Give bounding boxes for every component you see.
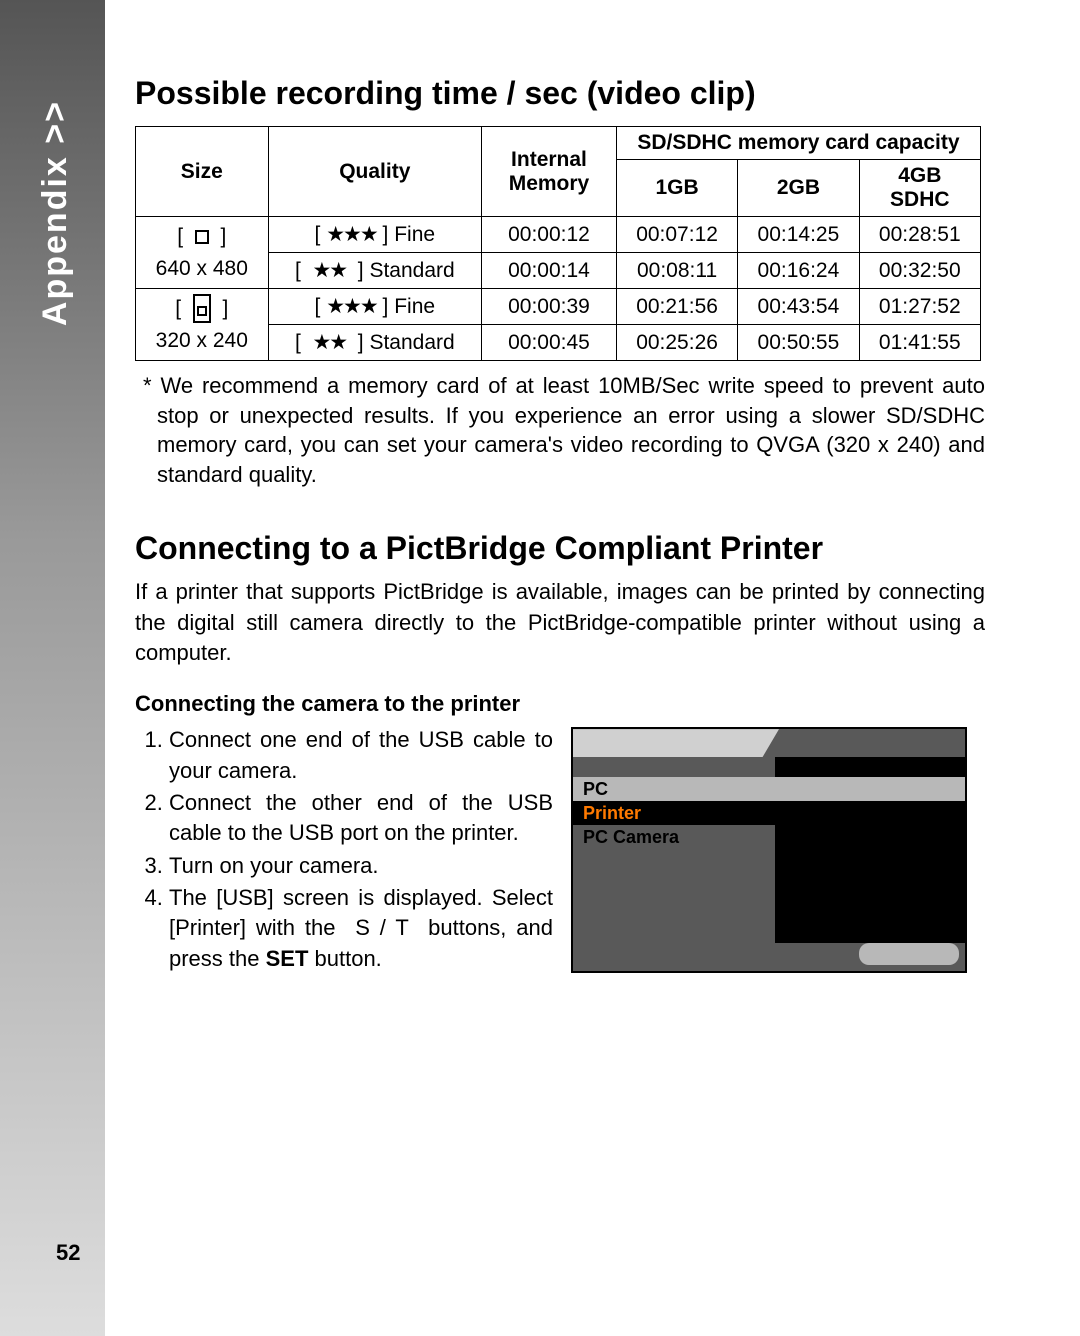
cell: 00:08:11 bbox=[616, 253, 737, 289]
connecting-subhead: Connecting the camera to the printer bbox=[135, 691, 1005, 717]
cell: 00:21:56 bbox=[616, 289, 737, 325]
cell: 00:25:26 bbox=[616, 325, 737, 361]
cell: 00:00:45 bbox=[482, 325, 617, 361]
pictbridge-title: Connecting to a PictBridge Compliant Pri… bbox=[135, 530, 1005, 567]
cell: 01:41:55 bbox=[859, 325, 980, 361]
size-label: 320 x 240 bbox=[156, 329, 248, 352]
size-label: 640 x 480 bbox=[156, 257, 248, 280]
table-row: [ ] 640 x 480 [ ★★★ ] Fine 00:00:12 00:0… bbox=[136, 217, 981, 253]
th-capacity-group: SD/SDHC memory card capacity bbox=[616, 127, 980, 160]
list-item: The [USB] screen is displayed. Select [P… bbox=[169, 883, 553, 974]
quality-cell: [ ★★★ ] Fine bbox=[268, 217, 481, 253]
stars-icon: ★★★ bbox=[326, 223, 376, 246]
cell: 00:00:12 bbox=[482, 217, 617, 253]
th-size: Size bbox=[136, 127, 269, 217]
quality-cell: [ ★★ ] Standard bbox=[268, 325, 481, 361]
size-cell-640: [ ] 640 x 480 bbox=[136, 217, 269, 289]
th-quality: Quality bbox=[268, 127, 481, 217]
lcd-menu-pccamera: PC Camera bbox=[573, 825, 965, 849]
resolution-icon bbox=[195, 230, 209, 244]
lcd-menu-pc: PC bbox=[573, 777, 965, 801]
stars-icon: ★★ bbox=[312, 259, 346, 282]
page-content: Possible recording time / sec (video cli… bbox=[135, 75, 1005, 976]
recording-table: Size Quality Internal Memory SD/SDHC mem… bbox=[135, 126, 981, 361]
recording-footnote: * We recommend a memory card of at least… bbox=[135, 371, 985, 490]
recording-title: Possible recording time / sec (video cli… bbox=[135, 75, 1005, 112]
cell: 00:28:51 bbox=[859, 217, 980, 253]
cell: 00:00:14 bbox=[482, 253, 617, 289]
cell: 00:00:39 bbox=[482, 289, 617, 325]
lcd-title-bar bbox=[573, 729, 779, 757]
th-internal: Internal Memory bbox=[482, 127, 617, 217]
cell: 00:43:54 bbox=[738, 289, 859, 325]
lcd-footer-pill bbox=[859, 943, 959, 965]
steps-column: Connect one end of the USB cable to your… bbox=[135, 725, 553, 976]
list-item: Connect the other end of the USB cable t… bbox=[169, 788, 553, 849]
quality-label: Fine bbox=[394, 295, 435, 318]
cell: 00:50:55 bbox=[738, 325, 859, 361]
cell: 00:07:12 bbox=[616, 217, 737, 253]
screen-column: PC Printer PC Camera bbox=[571, 725, 971, 976]
table-header-row: Size Quality Internal Memory SD/SDHC mem… bbox=[136, 127, 981, 160]
th-2gb: 2GB bbox=[738, 160, 859, 217]
cell: 01:27:52 bbox=[859, 289, 980, 325]
lcd-screenshot: PC Printer PC Camera bbox=[571, 727, 967, 973]
appendix-tab-label: Appendix >> bbox=[36, 100, 75, 326]
table-row: [ ] 320 x 240 [ ★★★ ] Fine 00:00:39 00:2… bbox=[136, 289, 981, 325]
th-4gb: 4GB SDHC bbox=[859, 160, 980, 217]
th-1gb: 1GB bbox=[616, 160, 737, 217]
steps-list: Connect one end of the USB cable to your… bbox=[135, 725, 553, 974]
quality-label: Standard bbox=[369, 331, 454, 354]
quality-label: Standard bbox=[369, 259, 454, 282]
list-item: Connect one end of the USB cable to your… bbox=[169, 725, 553, 786]
quality-cell: [ ★★★ ] Fine bbox=[268, 289, 481, 325]
cell: 00:16:24 bbox=[738, 253, 859, 289]
stars-icon: ★★★ bbox=[326, 295, 376, 318]
list-item: Turn on your camera. bbox=[169, 851, 553, 881]
quality-label: Fine bbox=[394, 223, 435, 246]
pictbridge-intro: If a printer that supports PictBridge is… bbox=[135, 577, 985, 669]
size-cell-320: [ ] 320 x 240 bbox=[136, 289, 269, 361]
stars-icon: ★★ bbox=[312, 331, 346, 354]
cell: 00:32:50 bbox=[859, 253, 980, 289]
quality-cell: [ ★★ ] Standard bbox=[268, 253, 481, 289]
lcd-menu-printer: Printer bbox=[573, 801, 965, 825]
page-number: 52 bbox=[56, 1240, 80, 1266]
cell: 00:14:25 bbox=[738, 217, 859, 253]
resolution-icon bbox=[193, 294, 211, 323]
two-column-layout: Connect one end of the USB cable to your… bbox=[135, 725, 985, 976]
